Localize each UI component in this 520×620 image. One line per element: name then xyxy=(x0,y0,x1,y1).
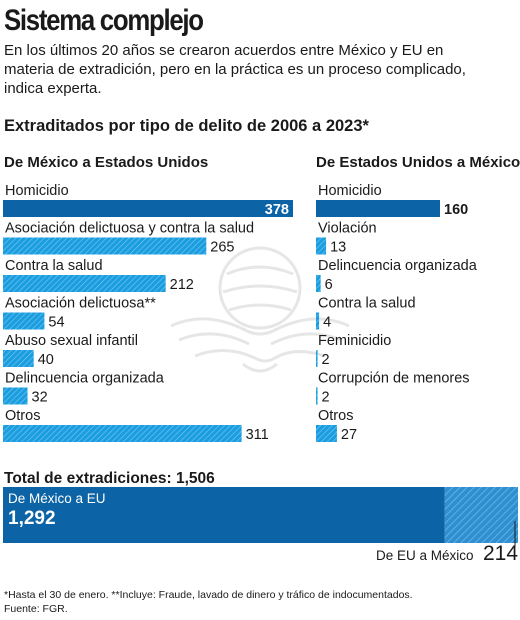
us-mx-label-delincuencia-organizada: Delincuencia organizada xyxy=(318,258,478,274)
mx-us-value-homicidio: 378 xyxy=(265,202,289,218)
us-mx-value-feminicidio: 2 xyxy=(322,352,330,368)
us-mx-label-homicidio: Homicidio xyxy=(318,183,382,199)
mx-us-bar-asociacion-delictuosa xyxy=(3,312,45,330)
mx-to-us-label: De México a EU xyxy=(8,491,106,506)
us-mx-value-contra-la-salud: 4 xyxy=(323,315,331,331)
us-mx-label-corrupcion-de-menores: Corrupción de menores xyxy=(318,371,470,387)
mx-us-bar-delincuencia-organizada xyxy=(3,387,28,405)
us-mx-label-otros: Otros xyxy=(318,408,353,424)
left-chart-title: De México a Estados Unidos xyxy=(4,154,209,171)
us-mx-bar-otros xyxy=(316,425,337,442)
mx-us-label-abuso-sexual-infantil: Abuso sexual infantil xyxy=(5,333,138,349)
mx-to-us-value: 1,292 xyxy=(8,508,56,529)
mx-us-bar-abuso-sexual-infantil xyxy=(3,350,34,367)
us-mx-bar-contra-la-salud xyxy=(316,312,320,330)
mx-us-bar-asociacion-delictuosa-y-contra-la-salud xyxy=(3,237,207,255)
bar-charts: Homicidio 378 Asociación delictuosa y cont… xyxy=(3,183,478,443)
mx-us-value-otros: 311 xyxy=(246,427,269,443)
us-mx-bar-violacion xyxy=(316,237,327,255)
total-bar-mx-to-us xyxy=(3,487,445,543)
us-mx-bar-corrupcion-de-menores xyxy=(316,387,318,405)
mx-us-bar-otros xyxy=(3,425,242,442)
us-to-mx-label: De EU a México xyxy=(376,548,474,563)
us-mx-value-otros: 27 xyxy=(341,427,357,443)
total-stacked-bar xyxy=(3,487,518,547)
us-mx-value-delincuencia-organizada: 6 xyxy=(325,277,333,293)
mx-us-bar-contra-la-salud xyxy=(3,275,166,292)
mx-us-label-asociacion-delictuosa: Asociación delictuosa** xyxy=(5,296,156,312)
mx-us-value-delincuencia-organizada: 32 xyxy=(32,390,48,406)
chart-title: Extraditados por tipo de delito de 2006 … xyxy=(4,117,369,135)
page-title: Sistema complejo xyxy=(4,4,204,37)
total-title: Total de extradiciones: 1,506 xyxy=(4,470,215,487)
us-mx-bar-feminicidio xyxy=(316,350,318,367)
us-mx-label-violacion: Violación xyxy=(318,221,377,237)
page-subtitle: En los últimos 20 años se crearon acuerd… xyxy=(4,42,466,97)
total-bar-us-to-mx xyxy=(444,487,518,543)
mx-us-label-homicidio: Homicidio xyxy=(5,183,69,199)
us-mx-value-corrupcion-de-menores: 2 xyxy=(322,390,330,406)
us-mx-label-feminicidio: Feminicidio xyxy=(318,333,391,349)
mx-us-label-contra-la-salud: Contra la salud xyxy=(5,258,103,274)
us-mx-value-homicidio: 160 xyxy=(444,202,468,218)
footnote: *Hasta el 30 de enero. **Incluye: Fraude… xyxy=(4,589,413,601)
us-mx-value-violacion: 13 xyxy=(330,240,346,256)
source-note: Fuente: FGR. xyxy=(4,603,68,615)
mx-us-bar-homicidio xyxy=(3,200,293,217)
mx-us-value-asociacion-delictuosa: 54 xyxy=(48,315,64,331)
eagle-emblem-watermark xyxy=(170,246,350,373)
us-mx-label-contra-la-salud: Contra la salud xyxy=(318,296,416,312)
mx-us-label-otros: Otros xyxy=(5,408,40,424)
mx-us-value-contra-la-salud: 212 xyxy=(170,277,194,293)
mx-us-value-abuso-sexual-infantil: 40 xyxy=(38,352,54,368)
mx-us-label-asociacion-delictuosa-y-contra-la-salud: Asociación delictuosa y contra la salud xyxy=(5,221,254,237)
right-chart-title: De Estados Unidos a México xyxy=(316,154,520,171)
us-mx-bar-delincuencia-organizada xyxy=(316,275,321,292)
mx-us-label-delincuencia-organizada: Delincuencia organizada xyxy=(5,371,165,387)
us-to-mx-value: 214 xyxy=(483,542,519,565)
mx-us-value-asociacion-delictuosa-y-contra-la-salud: 265 xyxy=(210,240,234,256)
us-mx-bar-homicidio xyxy=(316,200,440,217)
